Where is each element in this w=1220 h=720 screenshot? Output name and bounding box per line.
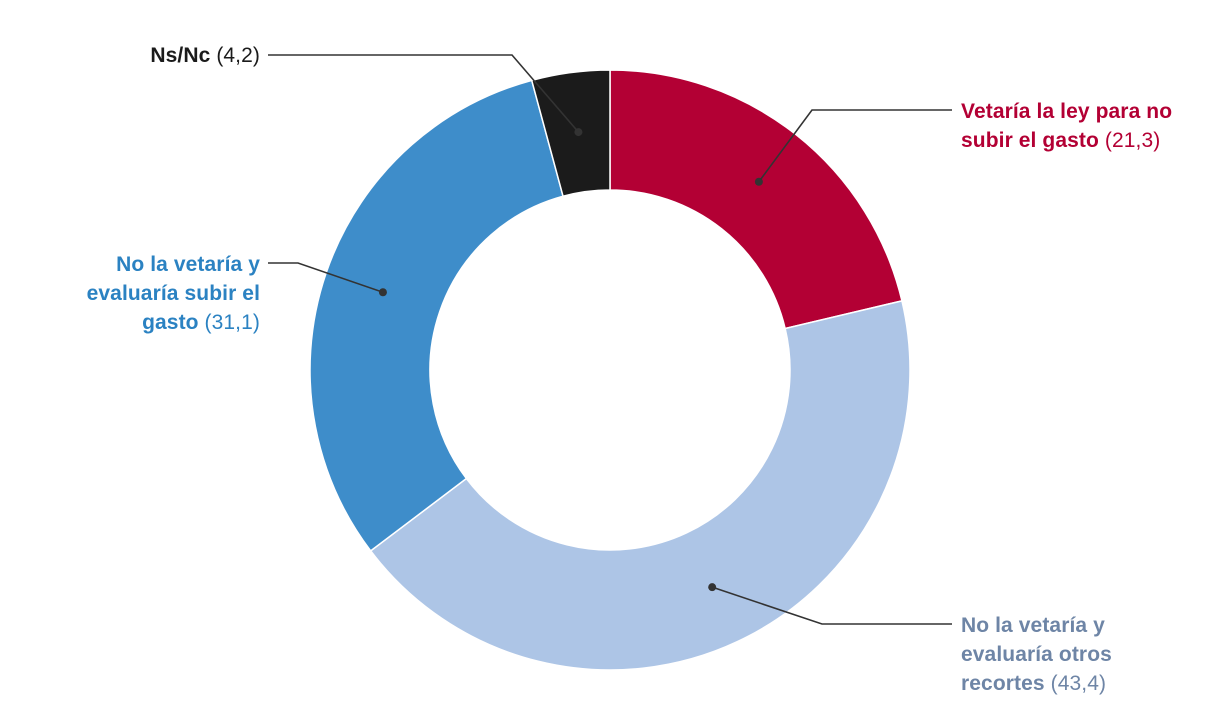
slice-label-vetaria: Vetaría la ley para no subir el gasto (2… <box>961 97 1201 155</box>
slice-label-value: (43,4) <box>1050 672 1107 695</box>
slice-label-nsnc: Ns/Nc (4,2) <box>60 41 260 70</box>
leader-line-no-la-vetaria-y-evaluaria-otros-recortes <box>711 586 952 625</box>
slice-label-value: (31,1) <box>204 311 260 334</box>
slice-label-value: (4,2) <box>216 44 260 67</box>
slice-label-category: Vetaría la ley para no subir el gasto <box>961 100 1173 152</box>
leader-dot-no-la-vetaria-y-evaluaria-subir-el-gasto <box>378 288 387 297</box>
leader-dot-vetaria-la-ley-para-no-subir-el-gasto <box>754 177 763 186</box>
leader-dot-no-la-vetaria-y-evaluaria-otros-recortes <box>708 583 717 592</box>
donut-slice-vetaria-la-ley-para-no-subir-el-gasto <box>609 69 903 330</box>
slice-label-category: No la vetaría y evaluaría otros recortes <box>961 614 1112 695</box>
leader-dot-ns-nc <box>574 128 583 137</box>
donut-slice-no-la-vetaria-y-evaluaria-subir-el-gasto <box>309 79 564 552</box>
leader-line-ns-nc <box>268 54 580 133</box>
leader-line-no-la-vetaria-y-evaluaria-subir-el-gasto <box>268 262 384 294</box>
leader-line-vetaria-la-ley-para-no-subir-el-gasto <box>758 109 952 183</box>
donut-slice-no-la-vetaria-y-evaluaria-otros-recortes <box>369 299 911 671</box>
slice-label-otros-recortes: No la vetaría y evaluaría otros recortes… <box>961 611 1136 698</box>
slice-label-value: (21,3) <box>1104 129 1161 152</box>
slice-label-category: No la vetaría y evaluaría subir el gasto <box>86 253 260 334</box>
slice-label-category: Ns/Nc <box>150 44 211 67</box>
slice-label-subir-gasto: No la vetaría y evaluaría subir el gasto… <box>80 250 260 337</box>
